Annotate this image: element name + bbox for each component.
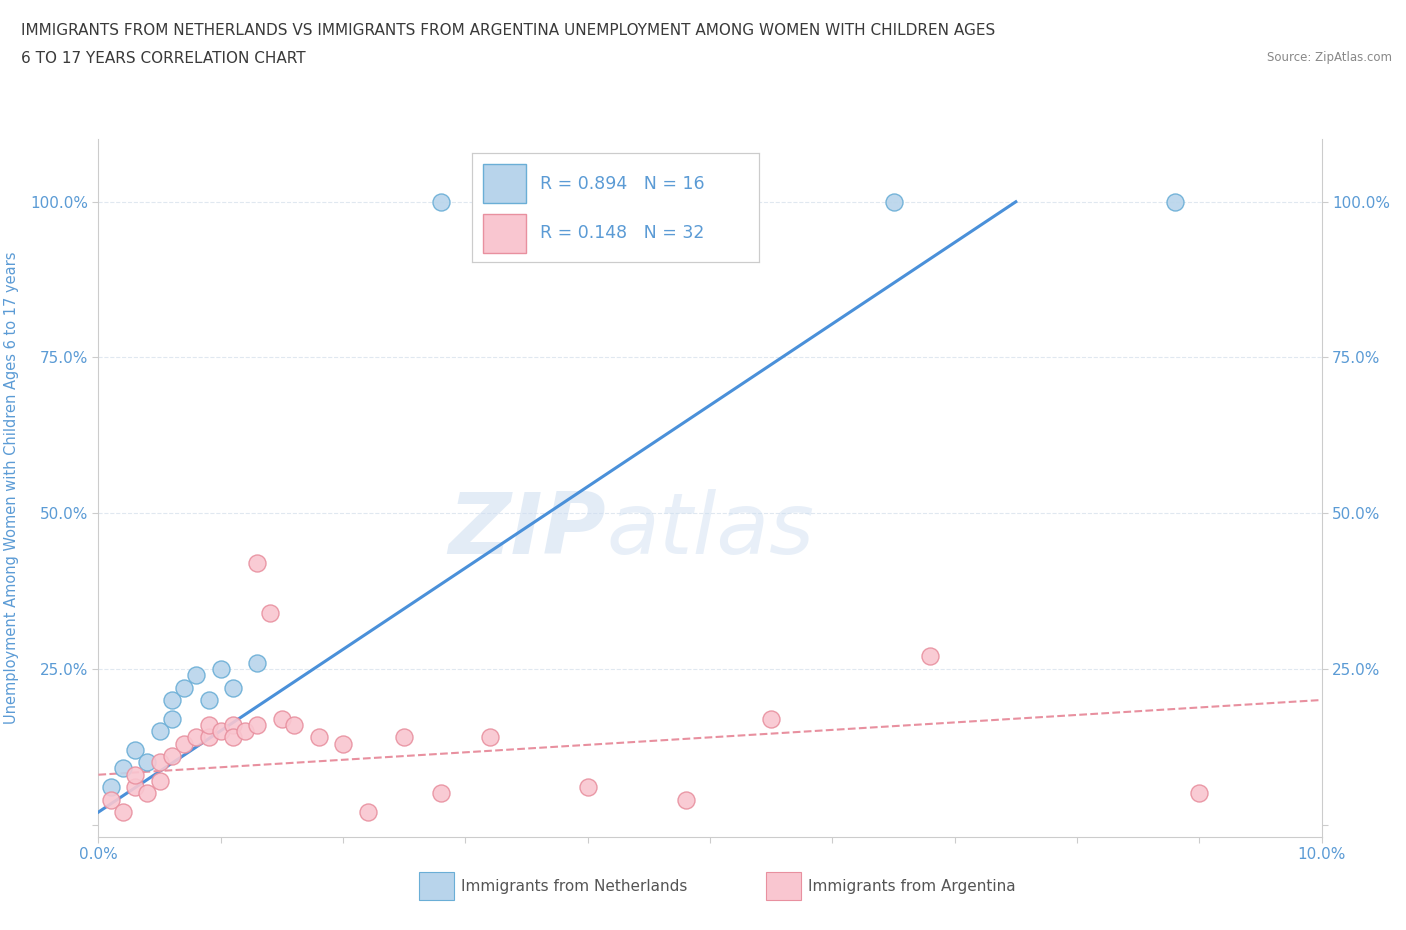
Point [173,680,195,695]
Point [197,730,219,745]
Point [197,717,219,732]
Point [392,730,416,745]
Point [1164,194,1187,209]
Point [675,792,697,807]
Point [222,717,245,732]
Point [149,755,172,770]
Point [209,661,232,676]
Point [283,717,305,732]
Point [259,605,281,620]
Point [197,693,219,708]
Point [332,737,354,751]
Point [100,792,122,807]
Point [246,717,269,732]
Point [160,711,183,726]
Point [111,804,134,819]
Point [111,761,134,776]
Point [186,668,208,683]
Point [124,779,146,794]
Point [1188,786,1211,801]
Point [478,730,501,745]
Point [222,680,245,695]
Point [270,711,292,726]
Point [246,656,269,671]
Point [209,724,232,738]
Text: Immigrants from Netherlands: Immigrants from Netherlands [461,879,688,894]
Point [222,730,245,745]
Point [308,730,330,745]
Y-axis label: Unemployment Among Women with Children Ages 6 to 17 years: Unemployment Among Women with Children A… [4,252,18,724]
Point [160,749,183,764]
Text: ZIP: ZIP [449,488,606,572]
Point [759,711,782,726]
Point [100,779,122,794]
Point [160,693,183,708]
Point [149,774,172,789]
Text: atlas: atlas [606,488,814,572]
Point [149,724,172,738]
Point [920,649,942,664]
Text: Immigrants from Argentina: Immigrants from Argentina [808,879,1017,894]
Point [356,804,378,819]
Text: 6 TO 17 YEARS CORRELATION CHART: 6 TO 17 YEARS CORRELATION CHART [21,51,305,66]
Point [576,779,599,794]
Point [136,755,159,770]
Point [233,724,256,738]
Point [430,786,453,801]
Point [430,194,453,209]
Point [124,742,146,757]
Point [136,786,159,801]
Text: Source: ZipAtlas.com: Source: ZipAtlas.com [1267,51,1392,64]
Point [124,767,146,782]
Point [883,194,905,209]
Point [246,555,269,570]
Text: IMMIGRANTS FROM NETHERLANDS VS IMMIGRANTS FROM ARGENTINA UNEMPLOYMENT AMONG WOME: IMMIGRANTS FROM NETHERLANDS VS IMMIGRANT… [21,23,995,38]
Point [173,737,195,751]
Point [186,730,208,745]
